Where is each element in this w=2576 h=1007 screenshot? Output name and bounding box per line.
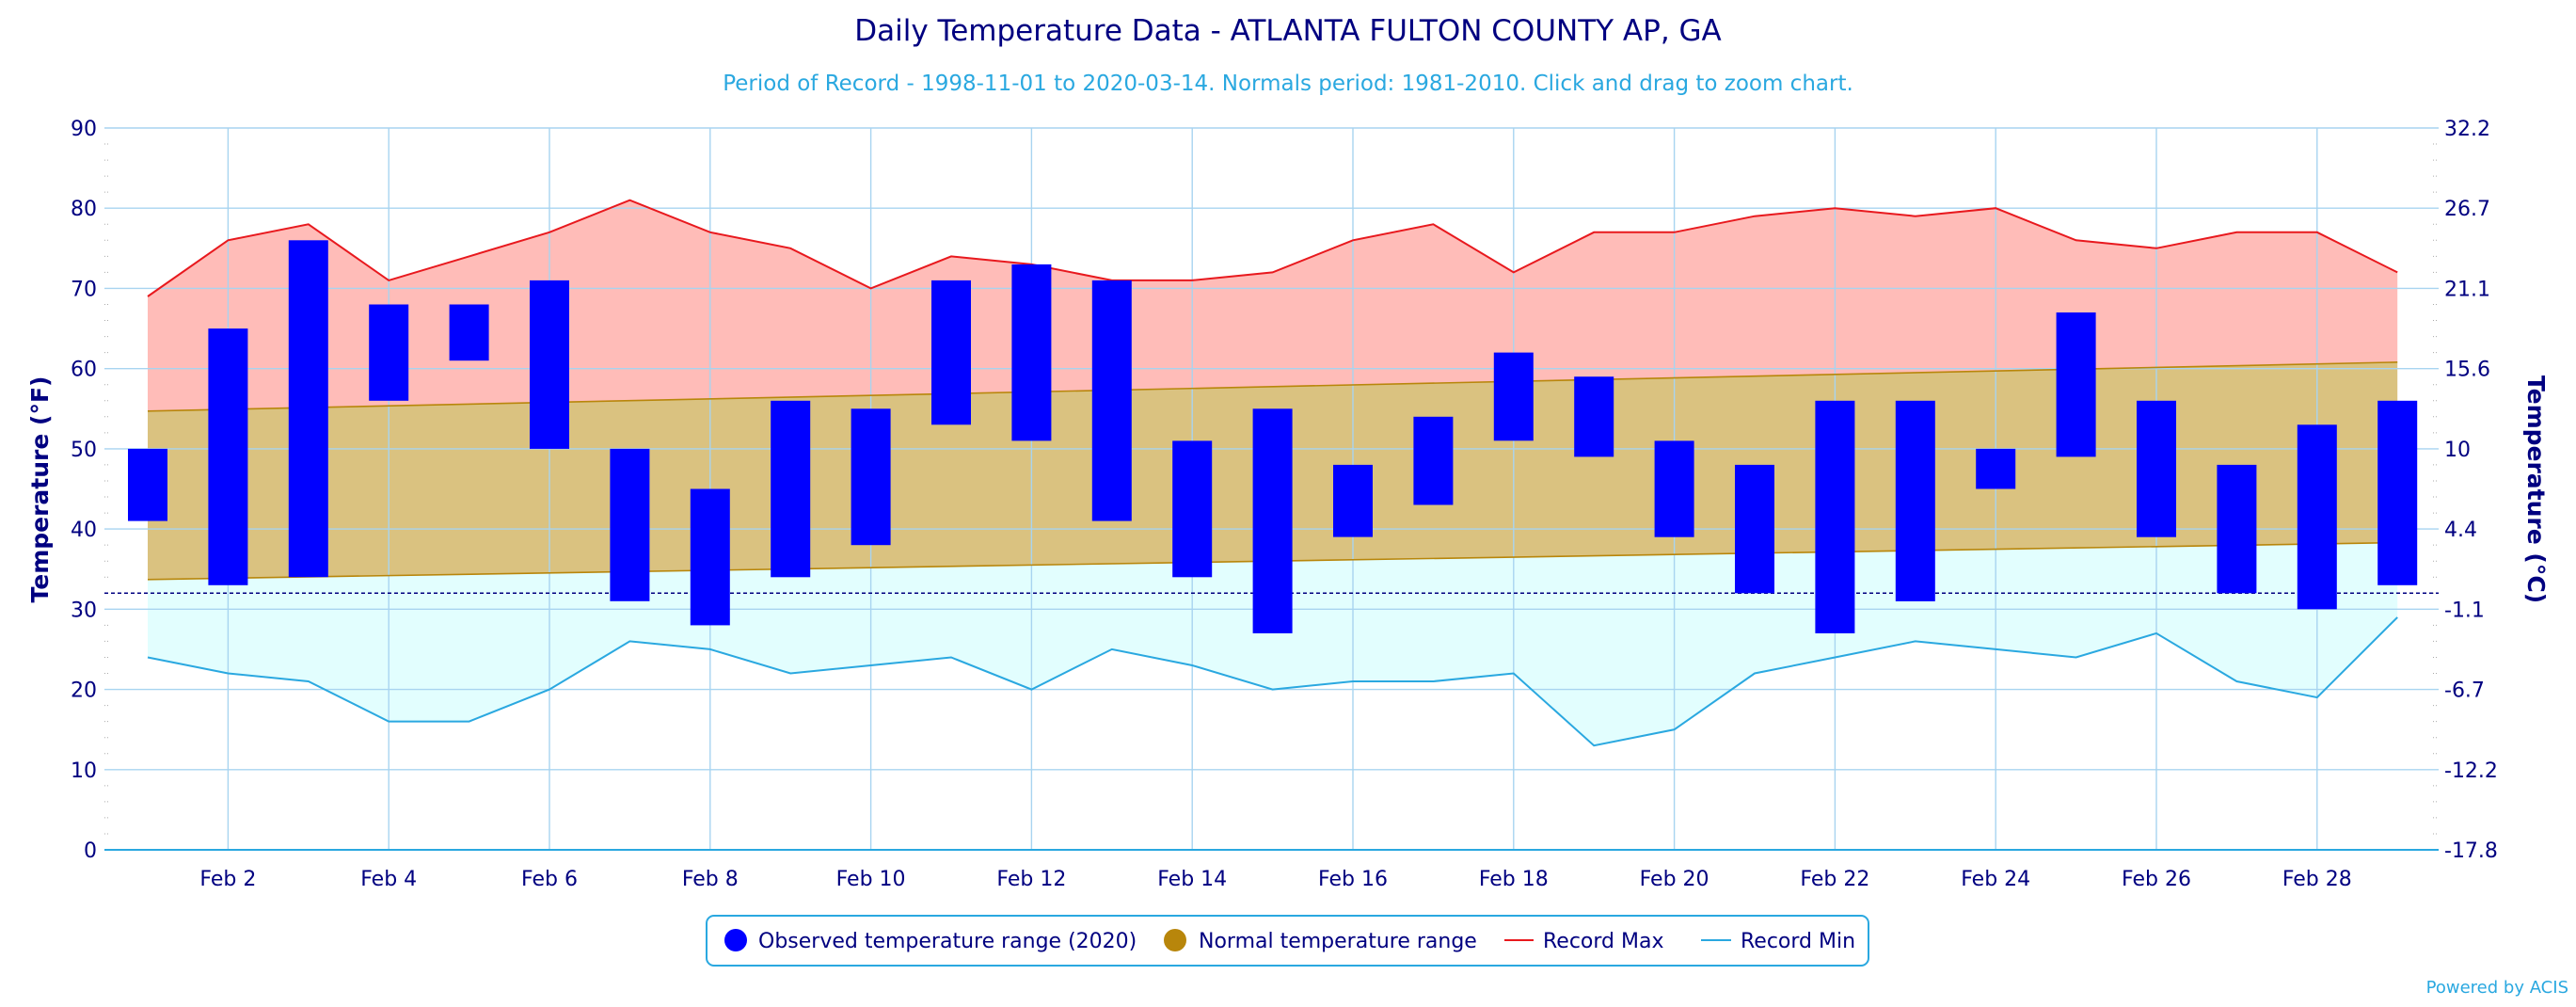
record-min-line [147,616,2398,747]
y-tick-label-right: 10 [2444,439,2471,462]
observed-bar-feb-7[interactable] [610,448,650,601]
chart-title: Daily Temperature Data - ATLANTA FULTON … [854,14,1722,48]
legend-item-record-min[interactable]: Record Min [1701,930,1855,953]
x-tick-label: Feb 2 [199,868,256,891]
observed-bar-feb-27[interactable] [2217,464,2257,594]
observed-bar-feb-25[interactable] [2056,312,2096,457]
observed-bar-feb-9[interactable] [771,400,811,578]
y-tick-label-left: 60 [71,359,97,382]
legend-item-record-max[interactable]: Record Max [1504,930,1664,953]
observed-bar-feb-20[interactable] [1654,440,1694,537]
observed-bar-feb-28[interactable] [2297,424,2337,610]
x-tick-label: Feb 12 [996,868,1066,891]
observed-bar-feb-22[interactable] [1815,400,1855,633]
y-tick-label-right: -6.7 [2444,679,2485,703]
observed-bar-feb-11[interactable] [931,280,971,425]
observed-bar-feb-2[interactable] [208,328,248,585]
x-tick-label: Feb 22 [1800,868,1869,891]
record-max-line [147,199,2398,297]
y-tick-label-right: -1.1 [2444,599,2485,622]
observed-bar-feb-13[interactable] [1091,280,1132,521]
y-axis-label-left: Temperature (°F) [26,376,54,603]
axes: 0 10 20 30 40 50 60 70 80 90 -17.8 -12.2 -6.7 -1.1 4.4… [71,118,2498,891]
y-tick-label-left: 0 [84,839,97,863]
observed-bar-feb-5[interactable] [449,304,489,361]
observed-bar-feb-18[interactable] [1493,352,1534,441]
x-tick-label: Feb 26 [2122,868,2191,891]
x-tick-label: Feb 20 [1640,868,1709,891]
x-tick-label: Feb 18 [1479,868,1549,891]
y-tick-label-left: 70 [71,278,97,301]
observed-bar-feb-3[interactable] [288,240,328,578]
y-tick-label-right: 15.6 [2444,359,2490,382]
y-tick-label-right: 26.7 [2444,198,2490,221]
observed-bar-feb-14[interactable] [1172,440,1213,578]
y-tick-label-right: -12.2 [2444,759,2498,783]
observed-bar-feb-26[interactable] [2137,400,2176,537]
y-tick-label-right: 32.2 [2444,118,2490,141]
observed-bar-feb-10[interactable] [851,408,891,546]
y-tick-label-left: 40 [71,519,97,542]
legend-symbol-observed [724,929,747,951]
y-tick-label-right: 21.1 [2444,278,2490,301]
y-tick-label-left: 50 [71,439,97,462]
observed-bar-feb-16[interactable] [1333,464,1373,537]
x-tick-label: Feb 6 [521,868,578,891]
legend-symbol-normal [1164,929,1186,951]
y-tick-label-left: 80 [71,198,97,221]
observed-bar-feb-6[interactable] [530,280,569,449]
x-tick-label: Feb 24 [1961,868,2030,891]
legend: Observed temperature range (2020) Normal… [706,915,1869,967]
x-tick-label: Feb 4 [360,868,417,891]
observed-bar-feb-23[interactable] [1895,400,1935,601]
x-tick-label: Feb 10 [836,868,906,891]
y-tick-label-right: -17.8 [2444,839,2498,863]
observed-bar-feb-29[interactable] [2377,400,2418,585]
y-axis-label-right: Temperature (°C) [2522,376,2550,603]
legend-label-record-min: Record Min [1741,930,1855,953]
observed-bars[interactable] [128,240,2418,633]
x-tick-label: Feb 8 [682,868,739,891]
observed-bar-feb-24[interactable] [1976,448,2016,489]
y-tick-label-left: 20 [71,679,97,703]
observed-bar-feb-1[interactable] [128,448,167,521]
x-tick-label: Feb 16 [1318,868,1388,891]
legend-item-normal[interactable]: Normal temperature range [1164,929,1477,953]
y-tick-label-left: 10 [71,759,97,783]
observed-bar-feb-12[interactable] [1011,264,1052,441]
y-tick-label-left: 30 [71,599,97,622]
credit-link[interactable]: Powered by ACIS [2426,978,2568,998]
legend-item-observed[interactable]: Observed temperature range (2020) [724,929,1137,953]
chart-subtitle: Period of Record - 1998-11-01 to 2020-03… [723,72,1853,96]
observed-bar-feb-4[interactable] [369,304,409,401]
observed-bar-feb-19[interactable] [1574,376,1614,457]
legend-box [706,915,1869,967]
observed-bar-feb-17[interactable] [1413,416,1454,505]
observed-bar-feb-15[interactable] [1252,408,1293,633]
legend-label-observed: Observed temperature range (2020) [758,930,1137,953]
x-tick-label: Feb 28 [2282,868,2352,891]
legend-label-normal: Normal temperature range [1199,930,1477,953]
x-tick-label: Feb 14 [1157,868,1227,891]
y-tick-label-left: 90 [71,118,97,141]
y-tick-label-right: 4.4 [2444,519,2477,542]
observed-bar-feb-8[interactable] [690,488,730,626]
normal-high-line [147,361,2398,412]
legend-label-record-max: Record Max [1543,930,1664,953]
observed-bar-feb-21[interactable] [1735,464,1774,594]
